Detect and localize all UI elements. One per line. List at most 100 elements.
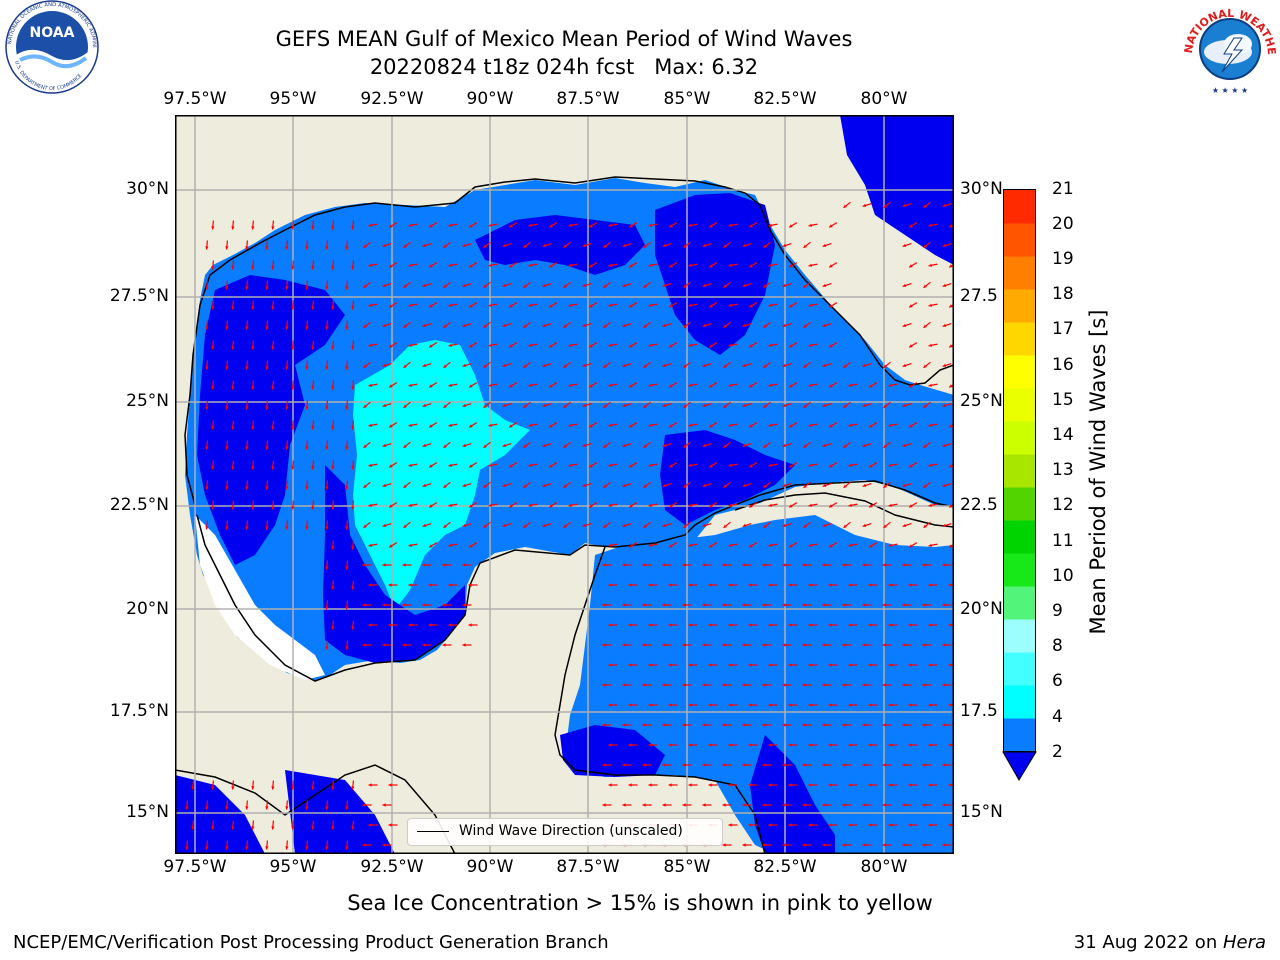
wind-wave-arrowhead: [742, 483, 747, 487]
wind-wave-arrowhead: [902, 723, 906, 727]
wind-wave-arrowhead: [403, 284, 407, 288]
wind-wave-arrowhead: [949, 464, 953, 468]
wind-wave-arrowhead: [682, 763, 686, 767]
wind-wave-arrowhead: [782, 523, 787, 527]
colorbar-tick: 11: [1052, 531, 1074, 551]
wind-wave-arrowhead: [345, 566, 349, 570]
wind-wave-arrowhead: [351, 386, 355, 390]
wind-wave-arrowhead: [762, 643, 766, 647]
wind-wave-arrowhead: [331, 386, 335, 390]
wind-wave-arrowhead: [848, 503, 852, 507]
wind-wave-arrowhead: [822, 483, 827, 487]
wind-wave-arrowhead: [325, 486, 329, 490]
wind-wave-arrowhead: [822, 843, 826, 847]
wind-wave-arrowhead: [331, 306, 335, 310]
wind-wave-arrowhead: [245, 446, 249, 450]
wind-wave-arrowhead: [642, 803, 646, 807]
wind-wave-arrowhead: [848, 543, 852, 547]
colorbar-cell: [1004, 619, 1035, 653]
wind-wave-arrowhead: [331, 266, 335, 270]
wind-wave-arrowhead: [748, 743, 752, 747]
wind-wave-arrowhead: [782, 283, 787, 287]
wind-wave-arrowhead: [643, 404, 647, 408]
wind-wave-arrowhead: [442, 563, 446, 567]
wind-wave-arrowhead: [205, 806, 209, 810]
wind-wave-arrowhead: [582, 483, 587, 487]
wind-wave-arrowhead: [822, 283, 827, 287]
wind-wave-arrowhead: [582, 323, 587, 327]
wind-wave-arrowhead: [902, 323, 907, 327]
wind-wave-arrowhead: [762, 683, 766, 687]
colorbar-cell: [1004, 487, 1035, 521]
wind-wave-arrowhead: [622, 683, 626, 687]
wind-wave-arrowhead: [742, 763, 746, 767]
wind-wave-arrowhead: [528, 303, 532, 307]
chart-subtitle: 20220824 t18z 024h fcst Max: 6.32: [369, 55, 759, 79]
wind-wave-arrowhead: [311, 226, 315, 230]
wind-wave-arrowhead: [629, 384, 633, 388]
wind-wave-arrowhead: [408, 383, 412, 387]
wind-wave-arrowhead: [251, 466, 255, 470]
wind-wave-arrowhead: [382, 403, 387, 407]
wind-wave-arrowhead: [608, 663, 612, 667]
wind-wave-arrowhead: [568, 503, 572, 507]
wind-wave-arrowhead: [389, 424, 393, 428]
wind-wave-arrowhead: [448, 543, 452, 547]
wind-wave-arrowhead: [622, 243, 627, 247]
wind-wave-arrowhead: [265, 486, 269, 490]
colorbar-cell: [1004, 520, 1035, 554]
wind-wave-arrowhead: [709, 544, 713, 548]
wind-wave-arrowhead: [683, 524, 687, 528]
wind-wave-arrowhead: [688, 663, 692, 667]
dark-blue-yucatan-channel: [660, 430, 795, 525]
wind-wave-arrowhead: [402, 563, 406, 567]
wind-wave-arrowhead: [742, 803, 746, 807]
wind-wave-arrowhead: [669, 384, 673, 388]
wind-wave-arrowhead: [948, 663, 952, 667]
wind-wave-arrowhead: [762, 763, 766, 767]
wind-wave-arrowhead: [608, 223, 612, 227]
wind-wave-arrowhead: [682, 803, 686, 807]
wind-wave-arrowhead: [462, 443, 467, 447]
wind-wave-arrowhead: [608, 263, 612, 267]
wind-wave-arrowhead: [185, 846, 189, 850]
wind-wave-arrowhead: [351, 306, 355, 310]
wind-wave-arrowhead: [788, 783, 792, 787]
wind-wave-arrowhead: [942, 483, 947, 487]
wind-wave-arrowhead: [869, 544, 873, 548]
wind-wave-arrowhead: [648, 343, 652, 347]
wind-wave-arrowhead: [363, 284, 367, 288]
wind-wave-arrowhead: [709, 304, 713, 308]
colorbar-cell: [1004, 586, 1035, 620]
wind-wave-arrowhead: [408, 463, 412, 467]
wind-wave-arrowhead: [603, 244, 607, 248]
wind-wave-arrowhead: [523, 484, 527, 488]
wind-wave-arrowhead: [549, 304, 553, 308]
wind-wave-arrowhead: [251, 306, 255, 310]
wind-wave-arrowhead: [789, 384, 793, 388]
wind-wave-arrowhead: [469, 384, 473, 388]
wind-wave-arrowhead: [723, 364, 727, 368]
wind-wave-arrowhead: [702, 523, 707, 527]
wind-wave-arrowhead: [211, 826, 215, 830]
wind-wave-arrowhead: [429, 544, 433, 548]
wind-wave-arrowhead: [848, 423, 852, 427]
wind-wave-arrowhead: [882, 723, 886, 727]
wind-wave-arrowhead: [909, 304, 913, 308]
wind-wave-arrowhead: [742, 563, 746, 567]
wind-wave-arrowhead: [888, 783, 892, 787]
wind-wave-arrowhead: [225, 846, 229, 850]
wind-wave-arrowhead: [928, 543, 932, 547]
wind-wave-arrowhead: [462, 603, 466, 607]
wind-wave-arrowhead: [829, 224, 833, 228]
wind-wave-arrowhead: [345, 366, 349, 370]
wind-wave-arrowhead: [305, 806, 309, 810]
wind-wave-arrowhead: [285, 246, 289, 250]
wind-wave-arrowhead: [628, 663, 632, 667]
wind-wave-arrowhead: [311, 306, 315, 310]
wind-wave-arrowhead: [723, 324, 727, 328]
wind-wave-arrowhead: [928, 383, 932, 387]
wind-wave-arrowhead: [648, 463, 652, 467]
wind-wave-arrowhead: [205, 846, 209, 850]
wind-wave-arrowhead: [643, 324, 647, 328]
